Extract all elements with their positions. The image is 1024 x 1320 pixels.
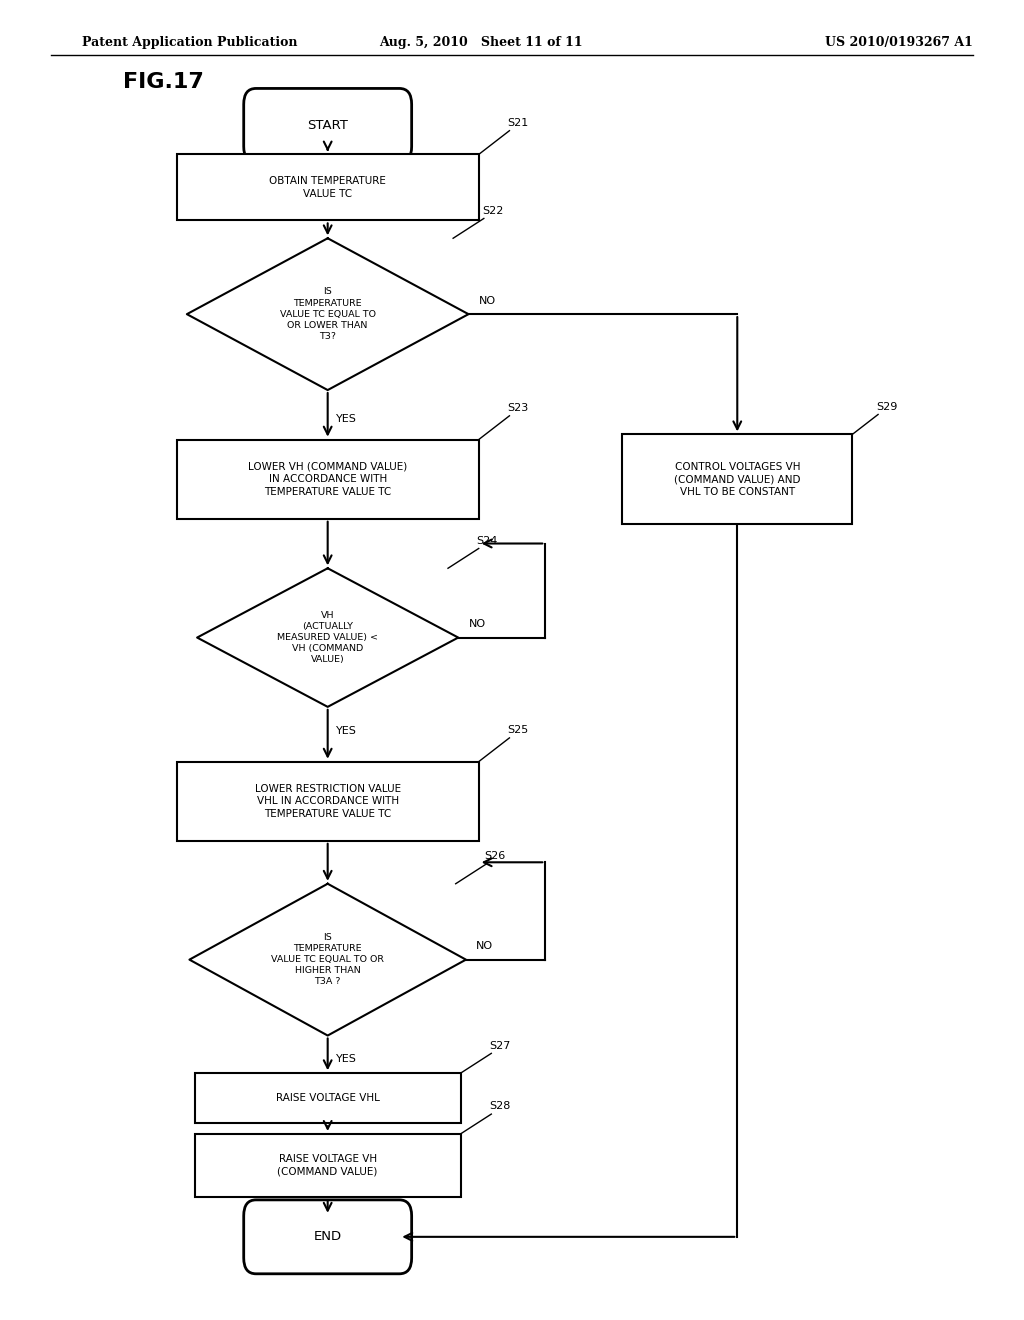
Bar bbox=[195, 1073, 461, 1123]
Polygon shape bbox=[197, 568, 459, 708]
Polygon shape bbox=[186, 238, 469, 391]
Text: RAISE VOLTAGE VH
(COMMAND VALUE): RAISE VOLTAGE VH (COMMAND VALUE) bbox=[278, 1155, 378, 1176]
Text: Aug. 5, 2010   Sheet 11 of 11: Aug. 5, 2010 Sheet 11 of 11 bbox=[380, 36, 583, 49]
Text: S27: S27 bbox=[489, 1040, 511, 1051]
Text: YES: YES bbox=[336, 414, 356, 424]
Text: YES: YES bbox=[336, 1055, 356, 1064]
Text: S21: S21 bbox=[508, 117, 528, 128]
Text: US 2010/0193267 A1: US 2010/0193267 A1 bbox=[825, 36, 973, 49]
Text: NO: NO bbox=[476, 941, 494, 952]
Text: CONTROL VOLTAGES VH
(COMMAND VALUE) AND
VHL TO BE CONSTANT: CONTROL VOLTAGES VH (COMMAND VALUE) AND … bbox=[674, 462, 801, 496]
Text: LOWER RESTRICTION VALUE
VHL IN ACCORDANCE WITH
TEMPERATURE VALUE TC: LOWER RESTRICTION VALUE VHL IN ACCORDANC… bbox=[255, 784, 400, 818]
Text: FIG.17: FIG.17 bbox=[123, 71, 204, 92]
Text: S26: S26 bbox=[484, 851, 506, 861]
Text: LOWER VH (COMMAND VALUE)
IN ACCORDANCE WITH
TEMPERATURE VALUE TC: LOWER VH (COMMAND VALUE) IN ACCORDANCE W… bbox=[248, 462, 408, 496]
Text: RAISE VOLTAGE VHL: RAISE VOLTAGE VHL bbox=[275, 1093, 380, 1104]
Polygon shape bbox=[189, 884, 466, 1035]
Bar bbox=[177, 154, 479, 220]
Text: S25: S25 bbox=[508, 725, 528, 735]
Text: YES: YES bbox=[336, 726, 356, 735]
Text: START: START bbox=[307, 119, 348, 132]
Text: NO: NO bbox=[469, 619, 485, 630]
Text: S24: S24 bbox=[477, 536, 498, 546]
Text: S22: S22 bbox=[482, 206, 503, 215]
Text: Patent Application Publication: Patent Application Publication bbox=[82, 36, 297, 49]
Bar bbox=[177, 762, 479, 841]
Text: VH
(ACTUALLY
MEASURED VALUE) <
VH (COMMAND
VALUE): VH (ACTUALLY MEASURED VALUE) < VH (COMMA… bbox=[278, 611, 378, 664]
Text: S28: S28 bbox=[489, 1101, 511, 1111]
FancyBboxPatch shape bbox=[244, 88, 412, 162]
Bar bbox=[195, 1134, 461, 1197]
Bar bbox=[177, 440, 479, 519]
Text: S29: S29 bbox=[877, 401, 897, 412]
Text: IS
TEMPERATURE
VALUE TC EQUAL TO OR
HIGHER THAN
T3A ?: IS TEMPERATURE VALUE TC EQUAL TO OR HIGH… bbox=[271, 933, 384, 986]
Text: END: END bbox=[313, 1230, 342, 1243]
Text: OBTAIN TEMPERATURE
VALUE TC: OBTAIN TEMPERATURE VALUE TC bbox=[269, 177, 386, 198]
Bar bbox=[622, 434, 852, 524]
Text: NO: NO bbox=[479, 296, 496, 306]
FancyBboxPatch shape bbox=[244, 1200, 412, 1274]
Text: S23: S23 bbox=[508, 403, 528, 413]
Text: IS
TEMPERATURE
VALUE TC EQUAL TO
OR LOWER THAN
T3?: IS TEMPERATURE VALUE TC EQUAL TO OR LOWE… bbox=[280, 288, 376, 341]
